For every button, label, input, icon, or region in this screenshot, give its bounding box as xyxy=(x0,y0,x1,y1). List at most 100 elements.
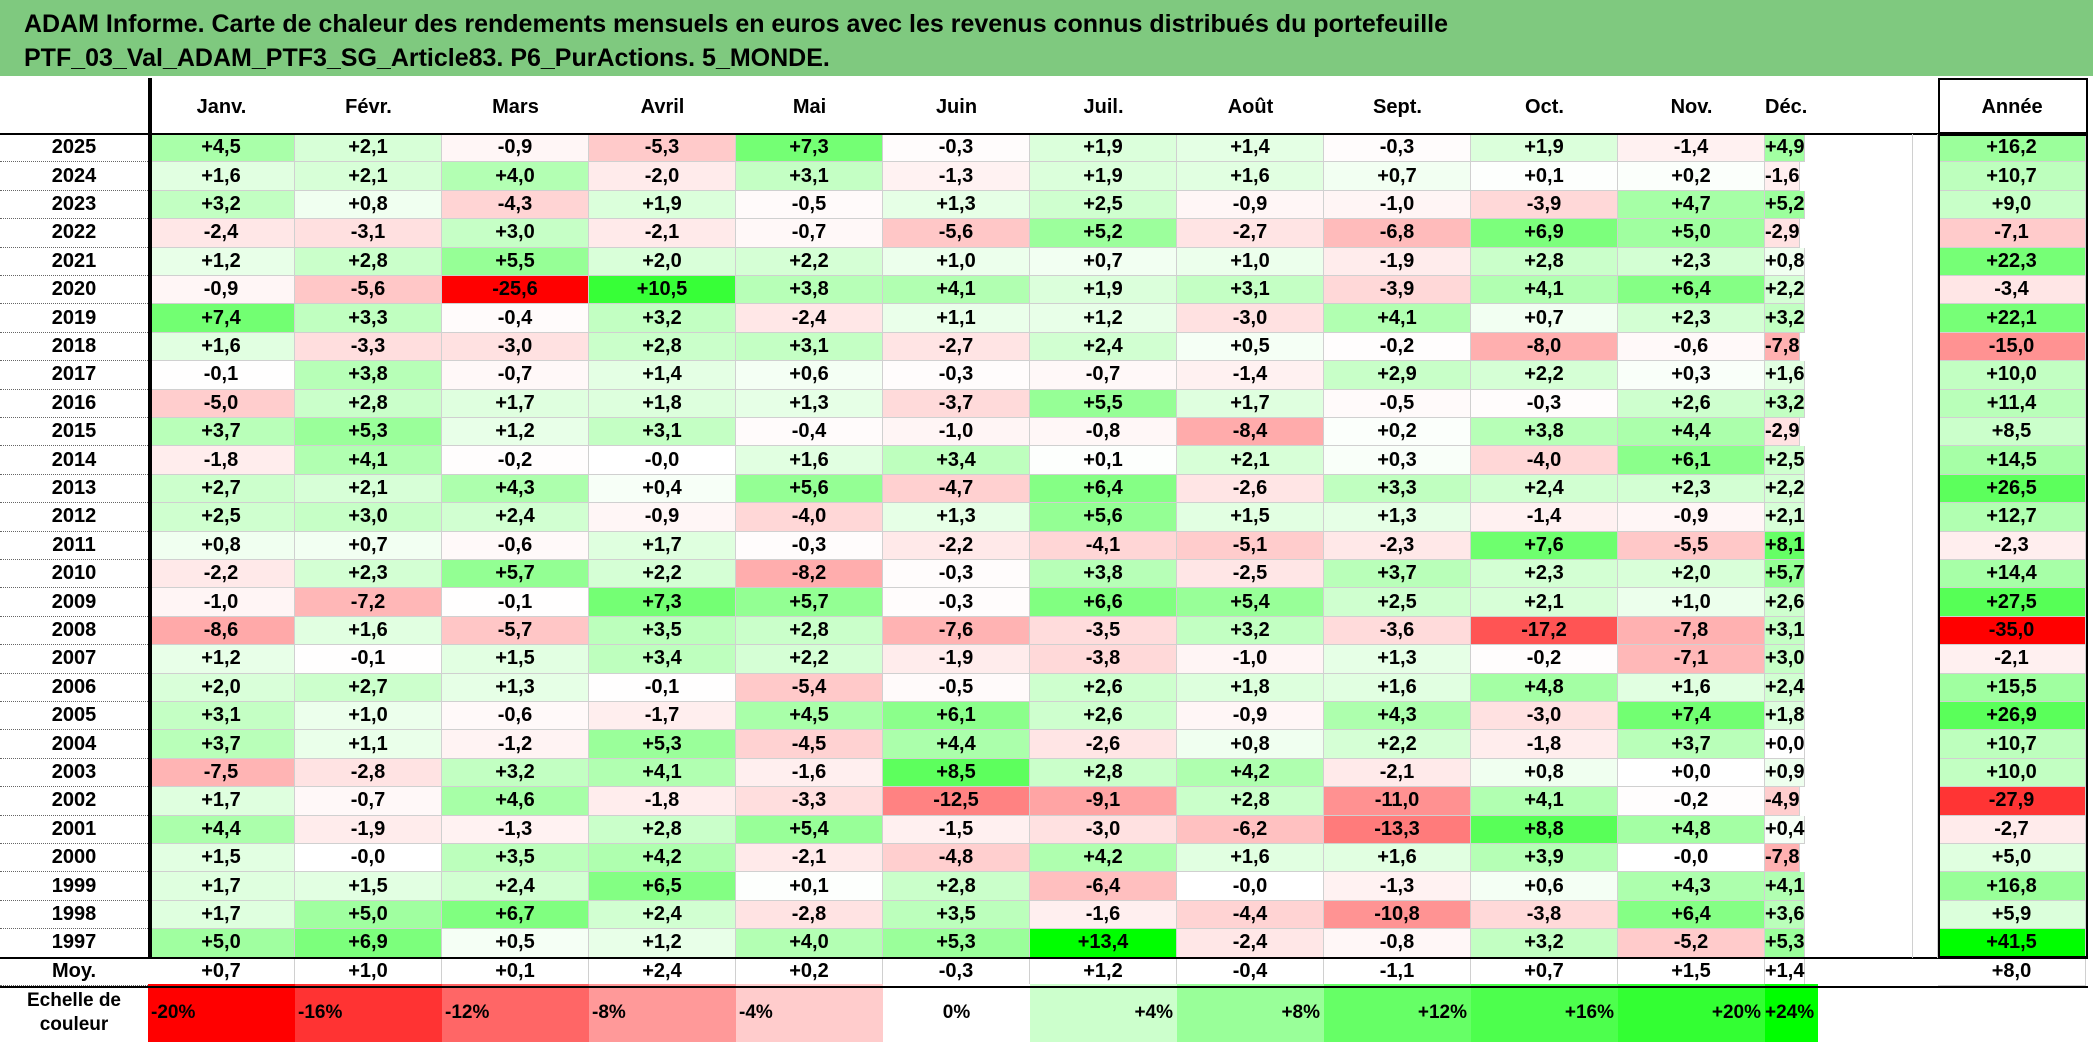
heatmap-cell: +0,2 xyxy=(1324,418,1471,447)
heatmap-cell: +1,6 xyxy=(148,332,295,362)
heatmap-cell: -7,8 xyxy=(1765,844,1801,873)
heatmap-cell: -0,9 xyxy=(148,276,295,305)
annual-cell: +14,5 xyxy=(1938,446,2086,475)
heatmap-cell: +2,1 xyxy=(1765,503,1806,532)
year-label: 2004 xyxy=(0,730,148,759)
heatmap-cell: -9,1 xyxy=(1030,787,1177,816)
heatmap-cell: +6,9 xyxy=(295,929,442,958)
heatmap-cell: +6,6 xyxy=(1030,588,1177,617)
heatmap-cell: +2,8 xyxy=(1177,787,1324,816)
heatmap-cell: +4,1 xyxy=(589,758,736,788)
month-header: Janv. xyxy=(148,80,295,134)
heatmap-cell: -1,0 xyxy=(148,588,295,617)
heatmap-cell: +3,1 xyxy=(1765,616,1806,646)
heatmap-cell: +3,0 xyxy=(1765,645,1806,674)
heatmap-cell: +2,3 xyxy=(1471,560,1618,589)
heatmap-cell: +0,4 xyxy=(589,474,736,504)
year-label: 2012 xyxy=(0,503,148,532)
heatmap-cell: -0,6 xyxy=(442,702,589,731)
heatmap-cell: +4,4 xyxy=(148,815,295,844)
month-header: Juil. xyxy=(1030,80,1177,134)
heatmap-cell: +1,5 xyxy=(442,645,589,674)
heatmap-cell: -0,0 xyxy=(1177,872,1324,901)
heatmap-cell: +1,0 xyxy=(1177,247,1324,276)
heatmap-cell: -1,4 xyxy=(1618,134,1765,163)
heatmap-cell: +2,2 xyxy=(1471,361,1618,390)
heatmap-cell: -3,8 xyxy=(1030,645,1177,674)
year-label: 2000 xyxy=(0,844,148,873)
heatmap-cell: +10,5 xyxy=(589,276,736,305)
heatmap-cell: +1,6 xyxy=(1177,844,1324,873)
heatmap-cell: +4,2 xyxy=(1177,758,1324,788)
heatmap-cell: +5,7 xyxy=(1765,560,1806,589)
heatmap-cell: +4,0 xyxy=(736,929,883,958)
year-label: 2022 xyxy=(0,219,148,248)
heatmap-cell: -1,3 xyxy=(442,815,589,844)
heatmap-cell: +1,5 xyxy=(148,844,295,873)
heatmap-cell: +6,9 xyxy=(1471,219,1618,248)
heatmap-cell: -7,8 xyxy=(1618,616,1765,646)
heatmap-cell: -1,7 xyxy=(589,702,736,731)
heatmap-cell: +6,4 xyxy=(1030,474,1177,504)
heatmap-cell: +4,1 xyxy=(1765,872,1806,901)
heatmap-cell: -0,5 xyxy=(736,190,883,220)
heatmap-cell: +2,4 xyxy=(442,872,589,901)
heatmap-cell: -1,0 xyxy=(1177,645,1324,674)
month-header: Déc. xyxy=(1765,80,1808,134)
heatmap-cell: +2,5 xyxy=(1030,190,1177,220)
heatmap-cell: -1,3 xyxy=(1324,872,1471,901)
month-header: Juin xyxy=(883,80,1030,134)
year-label: 2016 xyxy=(0,390,148,418)
heatmap-cell: +2,0 xyxy=(148,673,295,702)
year-label: 2025 xyxy=(0,134,148,163)
color-scale-swatch: +8% xyxy=(1177,984,1324,1042)
heatmap-cell: +0,0 xyxy=(1765,730,1806,759)
month-header: Mai xyxy=(736,80,883,134)
annual-cell: +27,5 xyxy=(1938,588,2086,617)
heatmap-cell: -2,8 xyxy=(736,900,883,930)
heatmap-cell: +3,0 xyxy=(442,219,589,248)
header-bottom-rule xyxy=(0,133,2088,135)
heatmap-cell: +4,4 xyxy=(883,730,1030,759)
heatmap-cell: -0,7 xyxy=(1030,361,1177,390)
color-scale-label-line-2: couleur xyxy=(39,1014,109,1035)
annual-cell: +16,8 xyxy=(1938,872,2086,901)
heatmap-cell: -1,2 xyxy=(442,730,589,759)
heatmap-cell: +2,2 xyxy=(589,560,736,589)
heatmap-cell: +3,5 xyxy=(883,900,1030,930)
heatmap-cell: +4,1 xyxy=(1471,787,1618,816)
heatmap-cell: +1,6 xyxy=(1618,673,1765,702)
heatmap-cell: -3,0 xyxy=(442,332,589,362)
heatmap-cell: +4,5 xyxy=(148,134,295,163)
year-label: 2009 xyxy=(0,588,148,617)
heatmap-cell: +1,2 xyxy=(442,418,589,447)
heatmap-cell: +3,7 xyxy=(1618,730,1765,759)
heatmap-cell: -2,4 xyxy=(736,304,883,333)
heatmap-cell: -0,2 xyxy=(1618,787,1765,816)
heatmap-cell: +1,2 xyxy=(589,929,736,958)
color-scale-swatch: -4% xyxy=(736,984,883,1042)
chart-title: ADAM Informe. Carte de chaleur des rende… xyxy=(0,0,2093,76)
annual-cell: -2,1 xyxy=(1938,645,2086,674)
heatmap-cell: -1,5 xyxy=(883,815,1030,844)
heatmap-cell: +0,8 xyxy=(1471,758,1618,788)
heatmap-cell: -1,0 xyxy=(1324,190,1471,220)
heatmap-cell: -4,9 xyxy=(1765,787,1801,816)
year-label: 2011 xyxy=(0,532,148,560)
heatmap-cell: -0,2 xyxy=(1324,332,1471,362)
heatmap-cell: -4,4 xyxy=(1177,900,1324,930)
heatmap-cell: -1,9 xyxy=(883,645,1030,674)
heatmap-cell: -5,6 xyxy=(295,276,442,305)
heatmap-cell: +1,6 xyxy=(1177,162,1324,191)
heatmap-cell: +3,3 xyxy=(1324,474,1471,504)
heatmap-cell: -13,3 xyxy=(1324,815,1471,844)
annual-cell: -3,4 xyxy=(1938,276,2086,305)
heatmap-cell: -1,8 xyxy=(589,787,736,816)
heatmap-cell: -3,9 xyxy=(1471,190,1618,220)
heatmap-cell: -7,5 xyxy=(148,758,295,788)
heatmap-cell: -3,3 xyxy=(736,787,883,816)
heatmap-cell: -2,1 xyxy=(736,844,883,873)
heatmap-cell: -2,9 xyxy=(1765,418,1801,447)
heatmap-cell: -0,3 xyxy=(1471,389,1618,418)
